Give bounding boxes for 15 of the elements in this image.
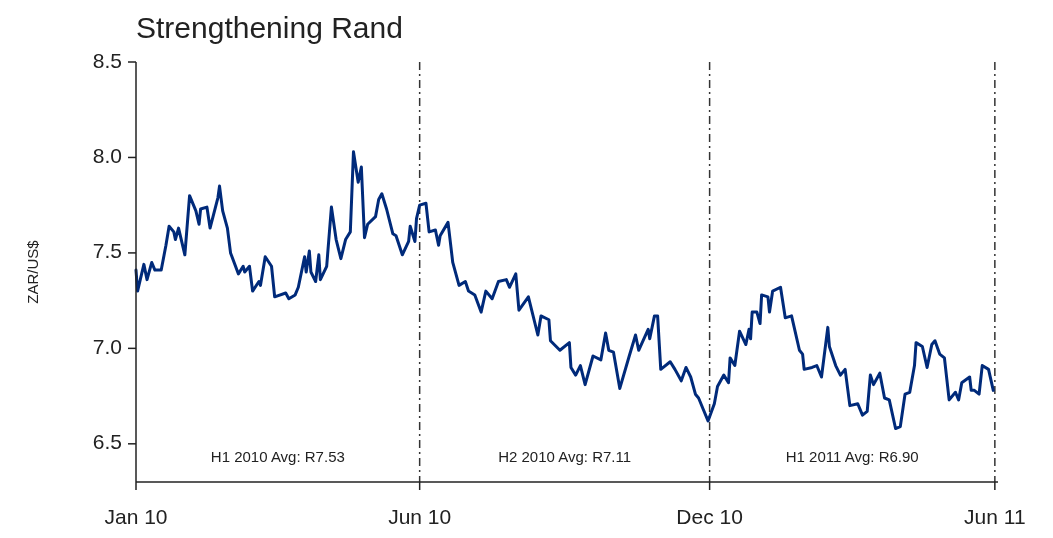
y-tick-label: 8.5 bbox=[92, 48, 122, 72]
x-tick-label: Jan 10 bbox=[104, 505, 168, 528]
annotation: H2 2010 Avg: R7.11 bbox=[498, 447, 632, 465]
y-tick-label: 7.0 bbox=[92, 334, 122, 358]
chart-title: Strengthening Rand bbox=[136, 11, 403, 44]
x-tick-label: Jun 10 bbox=[388, 505, 452, 528]
x-tick-label: Dec 10 bbox=[676, 505, 743, 528]
annotation: H1 2010 Avg: R7.53 bbox=[210, 447, 345, 465]
y-tick-label: 8.0 bbox=[92, 144, 122, 167]
y-tick-label: 7.5 bbox=[92, 239, 122, 263]
annotation: H1 2011 Avg: R6.90 bbox=[785, 447, 919, 465]
x-tick-label: Jun 11 bbox=[964, 505, 1026, 528]
y-axis-title: ZAR/US$ bbox=[24, 239, 41, 304]
y-tick-label: 6.5 bbox=[92, 430, 122, 454]
line-series bbox=[134, 150, 995, 431]
